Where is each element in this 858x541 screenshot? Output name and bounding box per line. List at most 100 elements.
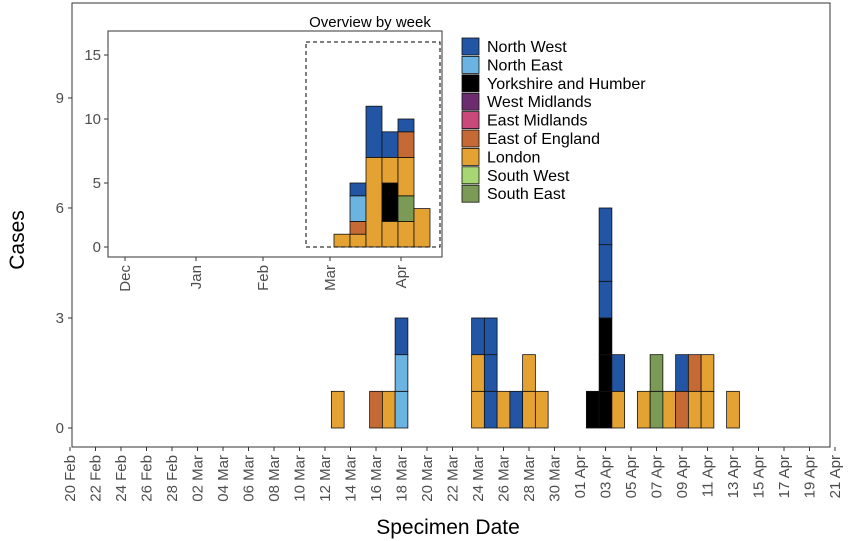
main-x-tick-label: 09 Apr bbox=[674, 455, 691, 498]
inset-bar-segment bbox=[381, 156, 399, 184]
legend-swatch bbox=[461, 184, 480, 203]
bar-segment bbox=[483, 317, 498, 356]
main-x-tick-label: 28 Feb bbox=[164, 455, 181, 502]
bar-segment bbox=[534, 390, 549, 429]
bar-segment bbox=[471, 317, 485, 356]
main-x-tick-label: 04 Mar bbox=[215, 455, 232, 502]
inset-bars bbox=[333, 105, 431, 248]
main-x-tick-label: 01 Apr bbox=[572, 455, 589, 498]
main-x-tick-label: 26 Feb bbox=[139, 455, 156, 502]
main-x-tick-label: 13 Apr bbox=[725, 455, 742, 498]
bar-segment bbox=[394, 390, 409, 429]
bar-segment bbox=[598, 354, 613, 392]
main-x-tick-label: 08 Mar bbox=[266, 455, 283, 502]
legend-label: Yorkshire and Humber bbox=[487, 76, 646, 93]
main-x-tick-label: 05 Apr bbox=[623, 455, 640, 498]
inset-y-tick-label: 10 bbox=[84, 111, 101, 128]
bar-segment bbox=[483, 390, 498, 429]
legend-label: London bbox=[487, 149, 540, 166]
bar-segment bbox=[522, 390, 536, 429]
bar-segment bbox=[394, 354, 409, 392]
bar-segment bbox=[471, 390, 485, 429]
inset-y-axis: 0 5 10 15 bbox=[84, 47, 108, 256]
main-x-tick-label: 21 Apr bbox=[827, 455, 844, 498]
inset-y-tick-label: 5 bbox=[93, 175, 101, 192]
inset-bar-segment bbox=[397, 156, 415, 197]
inset-bar-segment bbox=[349, 195, 367, 222]
bar-segment bbox=[649, 390, 664, 429]
bar-segment bbox=[330, 390, 345, 429]
inset-bar-segment bbox=[381, 220, 399, 248]
bar-segment bbox=[522, 354, 536, 392]
inset-x-tick-label: Apr bbox=[393, 265, 410, 288]
main-x-tick-label: 28 Mar bbox=[521, 455, 538, 502]
inset-bar-segment bbox=[397, 220, 415, 248]
bar-segment bbox=[598, 280, 613, 319]
main-x-tick-label: 22 Feb bbox=[88, 455, 105, 502]
bar-segment bbox=[687, 354, 702, 392]
inset-x-tick-label: Mar bbox=[322, 265, 339, 291]
bar-segment bbox=[675, 354, 689, 392]
main-x-tick-label: 06 Mar bbox=[241, 455, 258, 502]
inset-title: Overview by week bbox=[309, 14, 431, 31]
main-x-tick-label: 26 Mar bbox=[496, 455, 513, 502]
main-x-tick-label: 14 Mar bbox=[343, 455, 360, 502]
bar-segment bbox=[675, 390, 689, 429]
main-y-tick-label: 6 bbox=[56, 200, 64, 217]
inset-bar-segment bbox=[365, 156, 383, 248]
inset-bar-segment bbox=[349, 182, 367, 197]
main-x-axis: 20 Feb 22 Feb 24 Feb 26 Feb 28 Feb 02 Mar 04 M… bbox=[62, 447, 844, 502]
legend-swatch bbox=[461, 74, 480, 93]
main-y-tick-label: 0 bbox=[56, 420, 64, 437]
legend-swatch bbox=[461, 147, 480, 166]
inset-y-tick-label: 0 bbox=[93, 239, 101, 256]
main-x-tick-label: 22 Mar bbox=[445, 455, 462, 502]
x-axis-title: Specimen Date bbox=[376, 516, 520, 539]
inset-bar-segment bbox=[349, 233, 367, 248]
legend-swatch bbox=[461, 37, 480, 56]
main-x-tick-label: 10 Mar bbox=[292, 455, 309, 502]
main-x-tick-label: 12 Mar bbox=[317, 455, 334, 502]
main-x-tick-label: 24 Feb bbox=[113, 455, 130, 502]
inset-x-tick-label: Feb bbox=[255, 265, 272, 291]
inset-bar-segment bbox=[381, 182, 399, 222]
legend-label: West Midlands bbox=[487, 94, 592, 111]
inset-bar-segment bbox=[413, 208, 431, 248]
main-panel-border bbox=[71, 2, 831, 448]
bar-segment bbox=[700, 390, 715, 429]
main-x-tick-label: 30 Mar bbox=[547, 455, 564, 502]
inset-bar-segment bbox=[381, 131, 399, 158]
main-x-tick-label: 18 Mar bbox=[394, 455, 411, 502]
main-x-tick-label: 20 Feb bbox=[62, 455, 79, 502]
main-x-tick-label: 03 Apr bbox=[598, 455, 615, 498]
inset-bar-segment bbox=[333, 233, 351, 248]
inset-bar-segment bbox=[365, 105, 383, 158]
bar-segment bbox=[649, 354, 664, 392]
bar-segment bbox=[611, 390, 626, 429]
bar-segment bbox=[687, 390, 702, 429]
bar-segment bbox=[700, 354, 715, 392]
bar-segment bbox=[598, 207, 613, 246]
inset-y-tick-label: 15 bbox=[84, 47, 101, 64]
main-y-axis: 0 3 6 9 bbox=[56, 90, 72, 437]
bar-segment bbox=[598, 317, 613, 356]
main-y-tick-label: 3 bbox=[56, 310, 64, 327]
inset-bar-segment bbox=[397, 131, 415, 158]
main-x-tick-label: 15 Apr bbox=[751, 455, 768, 498]
legend-swatch bbox=[461, 111, 480, 129]
inset-highlight-box bbox=[305, 41, 441, 248]
bar-segment bbox=[394, 317, 409, 356]
bar-segment bbox=[483, 354, 498, 392]
bar-segment bbox=[636, 390, 651, 429]
main-x-tick-label: 20 Mar bbox=[419, 455, 436, 502]
legend-label: North East bbox=[487, 57, 563, 74]
inset-bar-segment bbox=[397, 195, 415, 222]
main-x-tick-label: 11 Apr bbox=[700, 455, 717, 497]
bar-segment bbox=[726, 390, 740, 429]
main-x-tick-label: 17 Apr bbox=[776, 455, 793, 498]
bar-segment bbox=[509, 390, 524, 429]
bar-segment bbox=[611, 354, 626, 392]
inset-x-axis: Dec Jan Feb Mar Apr bbox=[117, 257, 410, 292]
inset-overview-chart: Overview by week 0 5 10 15 Dec Jan Feb Mar Apr bbox=[84, 14, 443, 292]
